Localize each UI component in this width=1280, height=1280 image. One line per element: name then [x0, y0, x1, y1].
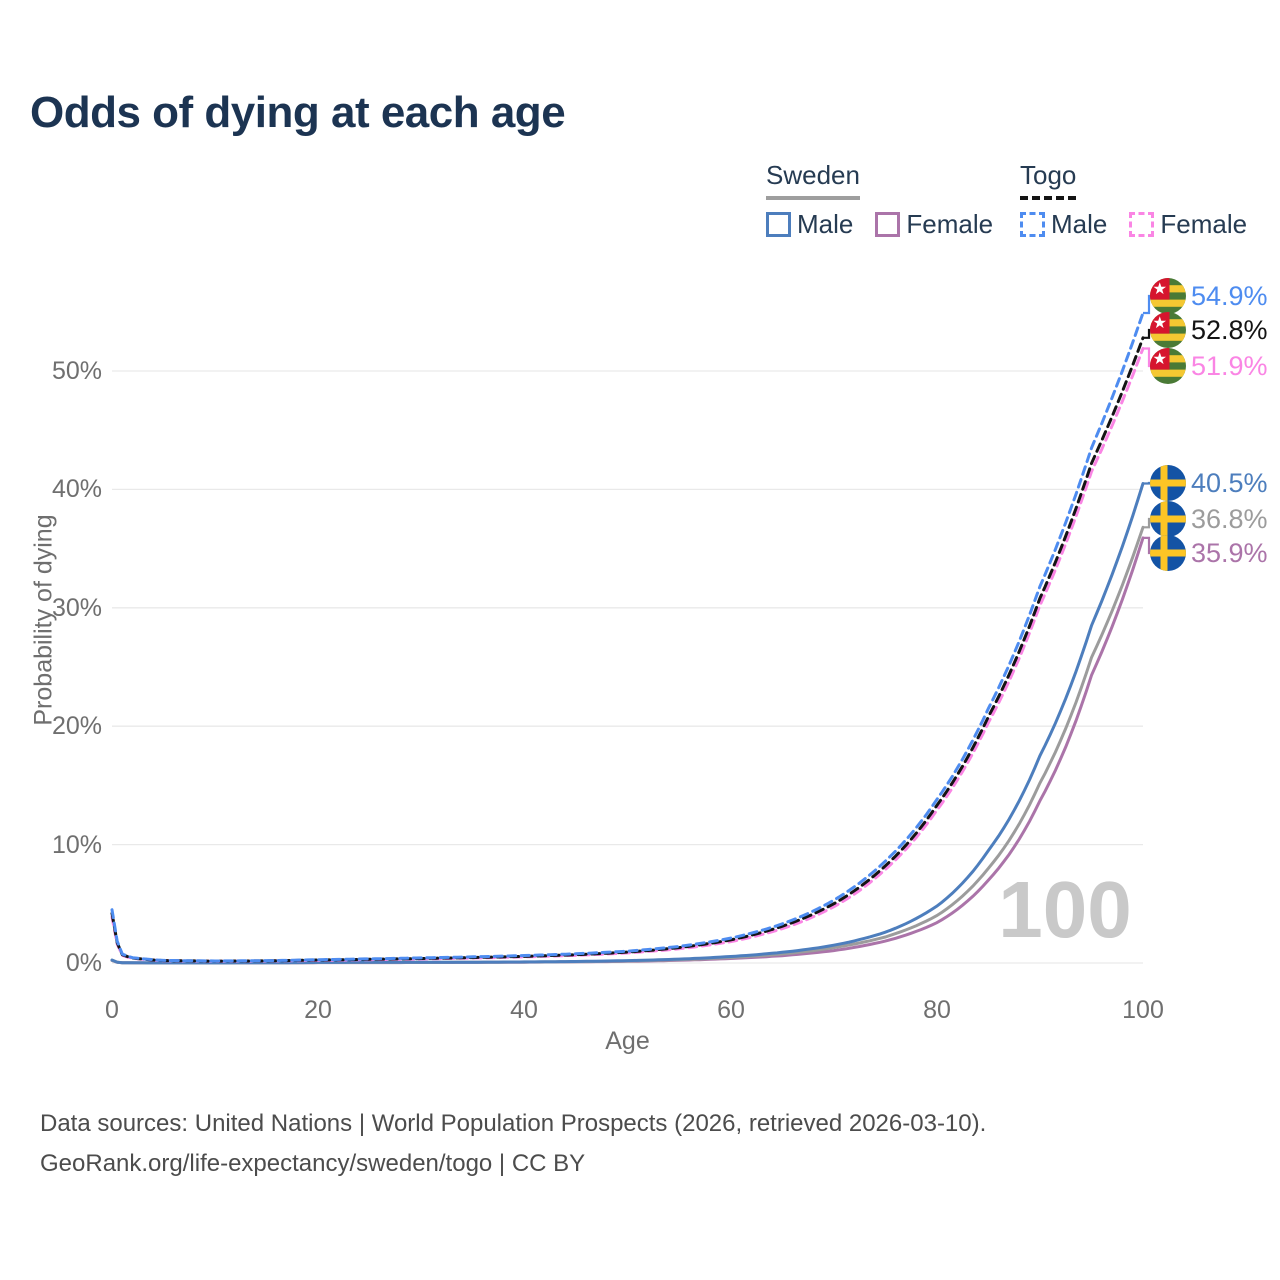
y-tick-label-0: 0%: [65, 949, 102, 977]
end-label-togo-female: 51.9%: [1150, 348, 1268, 384]
legend-item-label: Male: [1051, 209, 1108, 239]
end-label-value: 52.8%: [1191, 314, 1268, 345]
x-tick-label-60: 60: [717, 996, 745, 1024]
end-label-value: 40.5%: [1191, 467, 1268, 498]
legend-items-sweden: Male Female: [766, 209, 1015, 240]
legend-group-sweden: Sweden Male Female: [766, 160, 1015, 240]
end-label-togo-male: 54.9%: [1150, 278, 1268, 314]
y-tick-label-30: 30%: [51, 594, 102, 622]
sweden-flag-icon: [1150, 501, 1186, 537]
sweden-flag-icon: [1150, 535, 1186, 571]
legend-header-togo: Togo: [1020, 160, 1077, 200]
togo-flag-icon: [1150, 312, 1186, 348]
legend-item-label: Male: [797, 209, 854, 239]
legend-item-togo-female[interactable]: Female: [1129, 209, 1247, 240]
footer-attribution: GeoRank.org/life-expectancy/sweden/togo …: [40, 1150, 586, 1177]
legend-item-label: Female: [1160, 209, 1248, 239]
togo-flag-icon: [1150, 348, 1186, 384]
end-label-value: 36.8%: [1191, 503, 1268, 534]
end-label-value: 54.9%: [1191, 280, 1268, 311]
footer: Data sources: United Nations | World Pop…: [40, 1104, 986, 1184]
y-tick-label-10: 10%: [51, 831, 102, 859]
x-tick-label-80: 80: [923, 996, 951, 1024]
y-tick-label-40: 40%: [51, 475, 102, 503]
sweden-male-swatch: [766, 212, 791, 237]
footer-data-sources: Data sources: United Nations | World Pop…: [40, 1110, 987, 1137]
x-tick-label-100: 100: [1122, 996, 1164, 1024]
page-title: Odds of dying at each age: [30, 88, 566, 137]
end-label-value: 51.9%: [1191, 350, 1268, 381]
legend-item-label: Female: [906, 209, 994, 239]
x-tick-label-0: 0: [105, 996, 119, 1024]
togo-flag-icon: [1150, 278, 1186, 314]
legend-item-sweden-male[interactable]: Male: [766, 209, 853, 240]
togo-female-swatch: [1129, 212, 1155, 237]
sweden-female-swatch: [875, 212, 901, 237]
plot-area[interactable]: [112, 285, 1143, 963]
end-label-value: 35.9%: [1191, 537, 1268, 568]
y-tick-label-20: 20%: [51, 712, 102, 740]
legend-item-sweden-female[interactable]: Female: [875, 209, 993, 240]
y-tick-label-50: 50%: [51, 357, 102, 385]
end-label-sweden-all: 36.8%: [1150, 501, 1268, 537]
x-axis-title: Age: [605, 1027, 650, 1055]
legend-header-sweden: Sweden: [766, 160, 860, 200]
sweden-flag-icon: [1150, 465, 1186, 501]
legend-items-togo: Male Female: [1020, 209, 1247, 240]
end-label-sweden-male: 40.5%: [1150, 465, 1268, 501]
end-label-togo-all: 52.8%: [1150, 312, 1268, 348]
legend-item-togo-male[interactable]: Male: [1020, 209, 1107, 240]
x-tick-label-40: 40: [510, 996, 538, 1024]
x-tick-label-20: 20: [304, 996, 332, 1024]
togo-male-swatch: [1020, 212, 1045, 237]
end-label-sweden-female: 35.9%: [1150, 535, 1268, 571]
legend-group-togo: Togo Male Female: [1020, 160, 1247, 240]
